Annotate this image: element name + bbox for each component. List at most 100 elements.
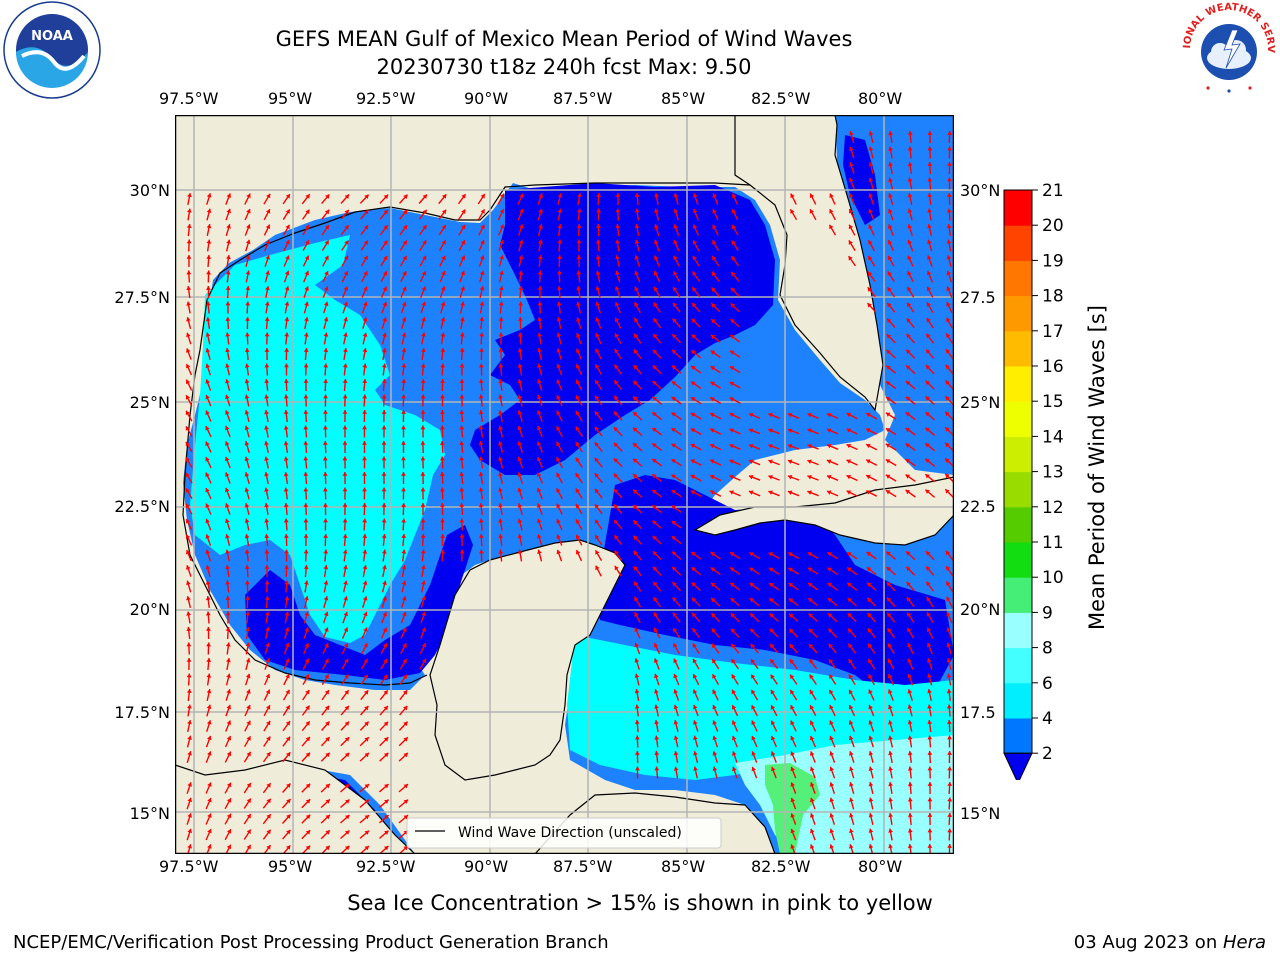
lat-right-2: 27.5 [960,288,996,307]
wave-direction-arrowhead [905,396,911,401]
wave-direction-arrowhead [284,627,290,632]
wave-direction-arrowhead [304,580,309,585]
wave-direction-arrowhead [556,426,561,431]
wave-direction-arrowhead [671,412,676,417]
wave-direction-arrowhead [205,332,211,337]
wave-direction-arrowhead [947,162,952,166]
wave-direction-arrowhead [769,613,774,618]
wave-direction-arrowhead [654,751,660,756]
wave-direction-arrowhead [364,706,369,711]
wave-direction-arrowhead [325,752,330,758]
wave-direction-arrowhead [749,583,755,588]
wave-direction-arrowhead [868,797,874,802]
wave-direction-arrowhead [730,319,735,324]
nws-logo: NATIONAL WEATHER SERVICE [1176,0,1278,98]
colorbar-segment [1004,225,1032,261]
wave-direction-arrowhead [324,627,329,632]
wave-direction-arrowhead [888,131,893,136]
wave-direction-arrowhead [729,490,734,495]
wave-direction-arrowhead [614,302,620,307]
wave-direction-arrowhead [673,643,678,648]
wave-direction-arrowhead [927,828,933,833]
wave-direction-arrowhead [440,394,445,399]
wave-direction-arrowhead [343,286,349,291]
wave-direction-arrowhead [187,797,192,803]
wave-direction-arrowhead [556,534,561,539]
wave-direction-arrowhead [245,642,251,647]
wave-direction-arrowhead [945,396,950,401]
wave-direction-arrowhead [285,240,290,245]
wave-direction-arrowhead [847,552,852,557]
wave-direction-arrowhead [556,549,561,555]
wave-direction-arrowhead [595,255,601,260]
wave-direction-arrowhead [906,566,911,572]
wave-direction-arrowhead [305,736,310,742]
wave-direction-arrowhead [265,270,270,275]
wave-direction-arrowhead [381,425,387,430]
wave-direction-arrowhead [732,751,737,756]
wave-direction-arrowhead [711,643,717,649]
wave-direction-arrowhead [364,752,369,758]
wave-direction-arrowhead [401,472,406,476]
wave-direction-arrowhead [672,597,677,602]
wave-direction-arrowhead [305,814,311,820]
wave-direction-arrowhead [614,504,619,509]
wave-direction-arrowhead [246,193,251,199]
lat-right-6: 17.5 [960,703,996,722]
wave-direction-arrowhead [829,782,835,787]
wave-direction-arrowhead [788,552,793,557]
wave-direction-arrowhead [927,751,933,755]
wave-direction-arrowhead [439,456,445,461]
wave-direction-arrowhead [927,813,933,817]
colorbar-segment [1004,718,1032,754]
wave-direction-arrowhead [671,443,676,448]
wave-direction-arrowhead [342,425,348,430]
wave-direction-arrowhead [186,286,192,291]
wave-direction-arrowhead [672,551,677,556]
wave-direction-arrowhead [673,674,678,679]
wave-direction-arrowhead [732,766,737,772]
wave-direction-arrowhead [634,286,639,291]
wave-direction-arrowhead [595,317,600,322]
wave-direction-arrowhead [459,348,465,352]
wave-direction-arrowhead [946,317,951,323]
wave-direction-arrowhead [868,751,874,756]
wave-direction-arrowhead [478,503,484,508]
lat-left-1: 30°N [129,181,170,200]
wave-direction-arrowhead [693,193,698,198]
wave-direction-arrowhead [479,363,484,368]
wave-direction-arrowhead [693,735,698,740]
wave-direction-arrowhead [575,534,581,540]
wave-direction-arrowhead [867,303,872,308]
wave-direction-arrowhead [225,642,231,647]
wave-direction-arrowhead [907,239,912,245]
wave-direction-arrowhead [673,287,678,292]
wave-direction-arrowhead [537,363,542,368]
wave-direction-arrowhead [364,737,369,742]
wave-direction-arrowhead [225,379,230,384]
wave-direction-arrowhead [363,674,368,680]
lat-right-5: 20°N [960,600,1001,619]
wave-direction-arrowhead [947,844,952,848]
wave-direction-arrowhead [342,456,348,461]
wave-direction-arrowhead [769,598,774,603]
colorbar-tick-label: 4 [1042,709,1053,729]
wave-direction-arrowhead [303,441,309,445]
wave-direction-arrowhead [207,798,212,803]
wave-direction-arrowhead [634,658,640,663]
wave-direction-arrowhead [264,456,269,461]
wave-direction-arrowhead [344,658,349,664]
wave-direction-arrowhead [518,224,524,229]
wave-direction-arrowhead [343,332,348,337]
wave-direction-arrowhead [787,459,793,464]
wave-direction-arrowhead [710,474,715,480]
wave-direction-arrowhead [595,286,601,291]
wave-direction-arrowhead [693,208,698,214]
wave-direction-arrowhead [459,332,465,337]
wave-direction-arrowhead [382,565,387,570]
wave-direction-arrowhead [245,270,251,275]
wave-direction-arrowhead [225,549,230,554]
wave-direction-arrowhead [731,193,737,198]
wave-direction-arrowhead [537,503,542,508]
wave-direction-arrowhead [731,689,736,695]
